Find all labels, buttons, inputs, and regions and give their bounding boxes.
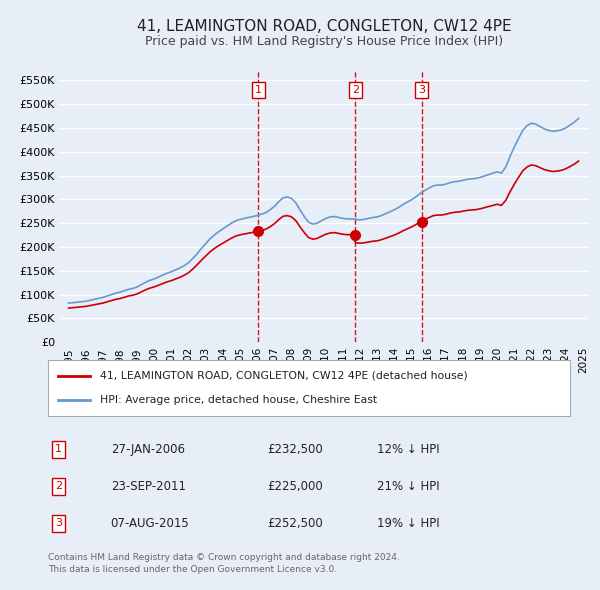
Text: 1: 1 [55, 444, 62, 454]
Text: 1: 1 [255, 85, 262, 95]
Text: £225,000: £225,000 [267, 480, 323, 493]
Text: This data is licensed under the Open Government Licence v3.0.: This data is licensed under the Open Gov… [48, 565, 337, 574]
Text: Price paid vs. HM Land Registry's House Price Index (HPI): Price paid vs. HM Land Registry's House … [145, 35, 503, 48]
Text: £252,500: £252,500 [267, 517, 323, 530]
Text: 41, LEAMINGTON ROAD, CONGLETON, CW12 4PE: 41, LEAMINGTON ROAD, CONGLETON, CW12 4PE [137, 19, 511, 34]
Text: 12% ↓ HPI: 12% ↓ HPI [377, 443, 439, 456]
Text: 07-AUG-2015: 07-AUG-2015 [110, 517, 190, 530]
Text: £232,500: £232,500 [267, 443, 323, 456]
Text: 2: 2 [55, 481, 62, 491]
Text: 27-JAN-2006: 27-JAN-2006 [110, 443, 185, 456]
Text: 2: 2 [352, 85, 359, 95]
Text: 23-SEP-2011: 23-SEP-2011 [110, 480, 185, 493]
Text: HPI: Average price, detached house, Cheshire East: HPI: Average price, detached house, Ches… [100, 395, 377, 405]
Text: 19% ↓ HPI: 19% ↓ HPI [377, 517, 439, 530]
Text: 21% ↓ HPI: 21% ↓ HPI [377, 480, 439, 493]
Text: 3: 3 [418, 85, 425, 95]
Text: 3: 3 [55, 519, 62, 529]
Text: Contains HM Land Registry data © Crown copyright and database right 2024.: Contains HM Land Registry data © Crown c… [48, 553, 400, 562]
Text: 41, LEAMINGTON ROAD, CONGLETON, CW12 4PE (detached house): 41, LEAMINGTON ROAD, CONGLETON, CW12 4PE… [100, 371, 468, 381]
